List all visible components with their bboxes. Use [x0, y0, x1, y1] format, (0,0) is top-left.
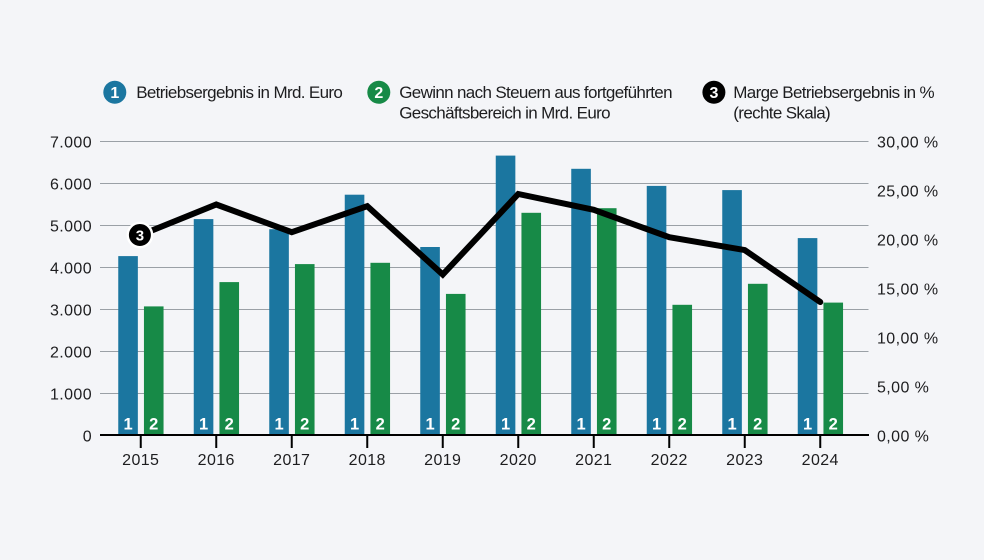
- svg-text:0,00 %: 0,00 %: [877, 429, 929, 446]
- svg-text:Gewinn nach Steuern aus fortge: Gewinn nach Steuern aus fortgeführten: [399, 83, 672, 102]
- svg-text:(rechte Skala): (rechte Skala): [733, 104, 830, 123]
- svg-text:5.000: 5.000: [50, 219, 92, 236]
- svg-text:25,00 %: 25,00 %: [877, 184, 939, 201]
- svg-text:1: 1: [274, 415, 283, 433]
- svg-text:Marge Betriebsergebnis in %: Marge Betriebsergebnis in %: [733, 83, 934, 102]
- svg-text:2: 2: [376, 415, 385, 433]
- svg-text:3: 3: [709, 85, 718, 102]
- svg-text:2: 2: [300, 415, 309, 433]
- svg-text:2017: 2017: [273, 452, 310, 469]
- svg-text:2: 2: [149, 415, 158, 433]
- svg-text:2: 2: [374, 85, 383, 102]
- svg-text:2: 2: [829, 415, 838, 433]
- svg-text:15,00 %: 15,00 %: [877, 282, 939, 299]
- svg-text:2: 2: [225, 415, 234, 433]
- svg-text:5,00 %: 5,00 %: [877, 380, 929, 397]
- svg-text:2024: 2024: [802, 452, 839, 469]
- svg-text:3: 3: [136, 227, 144, 244]
- svg-text:2.000: 2.000: [50, 345, 92, 362]
- svg-text:1: 1: [803, 415, 812, 433]
- svg-text:20,00 %: 20,00 %: [877, 233, 939, 250]
- svg-text:2: 2: [451, 415, 460, 433]
- svg-text:2016: 2016: [198, 452, 235, 469]
- svg-text:1: 1: [501, 415, 510, 433]
- svg-text:1: 1: [110, 85, 119, 102]
- svg-text:2: 2: [753, 415, 762, 433]
- svg-text:3.000: 3.000: [50, 303, 92, 320]
- svg-text:1: 1: [425, 415, 434, 433]
- svg-text:Geschäftsbereich in Mrd. Euro: Geschäftsbereich in Mrd. Euro: [399, 104, 610, 123]
- svg-text:2021: 2021: [575, 452, 612, 469]
- svg-text:1: 1: [727, 415, 736, 433]
- svg-text:2022: 2022: [651, 452, 688, 469]
- svg-text:1: 1: [123, 415, 132, 433]
- svg-text:4.000: 4.000: [50, 261, 92, 278]
- svg-text:10,00 %: 10,00 %: [877, 331, 939, 348]
- svg-text:1: 1: [652, 415, 661, 433]
- svg-text:2: 2: [678, 415, 687, 433]
- svg-text:2: 2: [527, 415, 536, 433]
- svg-text:1: 1: [199, 415, 208, 433]
- svg-text:1: 1: [576, 415, 585, 433]
- svg-text:30,00 %: 30,00 %: [877, 135, 939, 152]
- svg-text:7.000: 7.000: [50, 135, 92, 152]
- svg-text:1: 1: [350, 415, 359, 433]
- svg-text:2020: 2020: [500, 452, 537, 469]
- svg-text:2: 2: [602, 415, 611, 433]
- svg-text:2015: 2015: [122, 452, 159, 469]
- svg-text:2019: 2019: [424, 452, 461, 469]
- svg-text:6.000: 6.000: [50, 177, 92, 194]
- svg-text:2018: 2018: [349, 452, 386, 469]
- svg-text:2023: 2023: [726, 452, 763, 469]
- svg-text:0: 0: [83, 429, 92, 446]
- svg-text:Betriebsergebnis in Mrd. Euro: Betriebsergebnis in Mrd. Euro: [136, 83, 342, 102]
- svg-text:1.000: 1.000: [50, 387, 92, 404]
